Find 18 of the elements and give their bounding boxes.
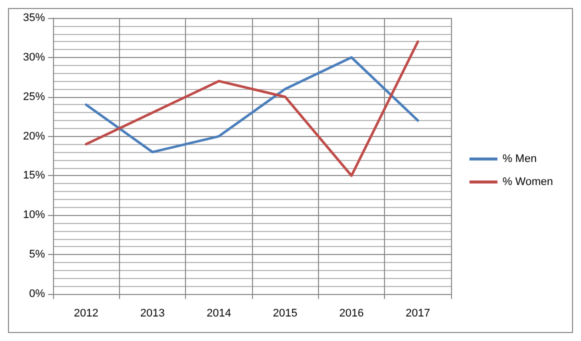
y-tick-label: 5% (29, 248, 46, 261)
x-tick-label: 2015 (272, 308, 298, 320)
y-tick-label: 35% (22, 12, 46, 24)
x-tick-label: 2017 (406, 308, 430, 320)
y-tick-label: 10% (22, 209, 46, 222)
y-tick-label: 30% (22, 51, 46, 64)
x-tick-label: 2013 (140, 308, 165, 320)
y-tick-label: 15% (22, 170, 46, 182)
x-tick-label: 2014 (206, 308, 232, 320)
x-tick-label: 2012 (74, 308, 98, 320)
y-tick-label: 25% (22, 90, 46, 103)
line-series (84, 40, 420, 177)
legend-label: % Men (502, 153, 537, 165)
y-tick-label: 0% (29, 288, 46, 300)
legend-label: % Women (502, 176, 554, 188)
line-series (84, 56, 420, 154)
y-tick-label: 20% (22, 130, 46, 142)
x-tick-label: 2016 (339, 308, 364, 320)
